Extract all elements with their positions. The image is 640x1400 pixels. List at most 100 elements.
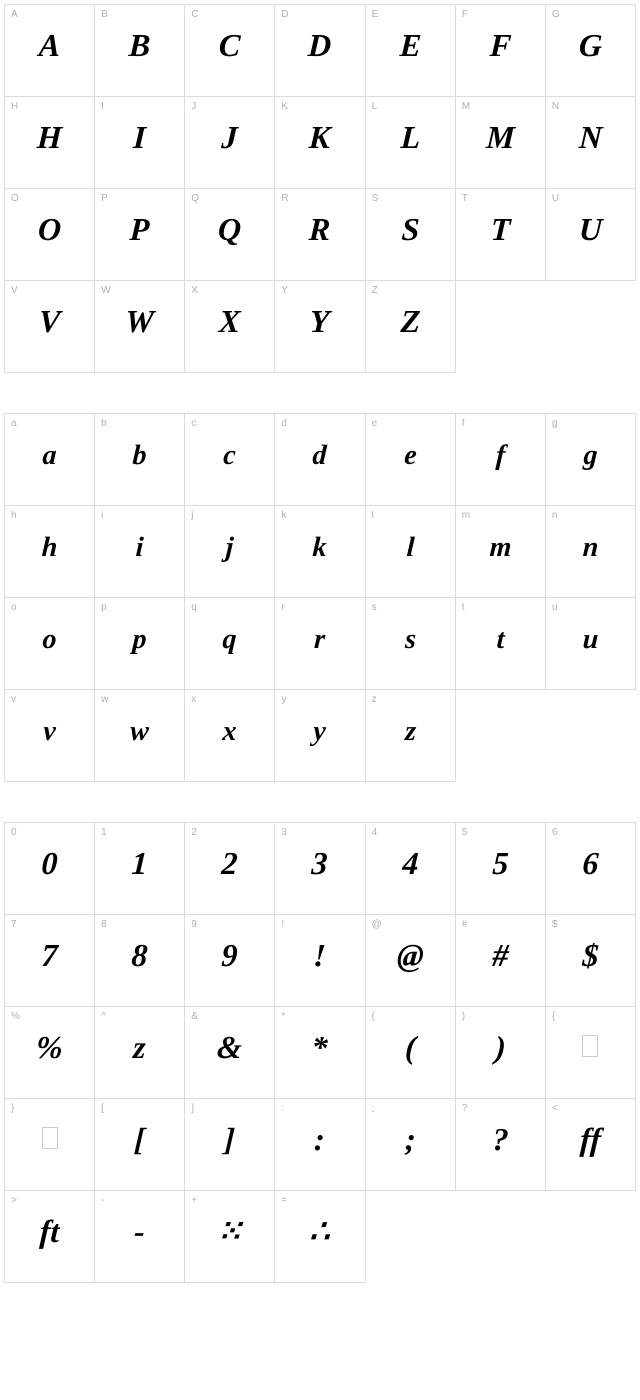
glyph-cell-label: 7 bbox=[11, 919, 17, 930]
glyph-cell-label: $ bbox=[552, 919, 558, 930]
glyph-cell-glyph bbox=[582, 1035, 598, 1057]
glyph-grid: AABBCCDDEEFFGGHHIIJJKKLLMMNNOOPPQQRRSSTT… bbox=[4, 4, 636, 373]
glyph-cell-label: f bbox=[462, 418, 465, 429]
glyph-cell-glyph: L bbox=[365, 121, 456, 153]
glyph-cell-glyph: @ bbox=[365, 939, 456, 971]
glyph-cell-label: i bbox=[101, 510, 103, 521]
glyph-cell-empty bbox=[546, 690, 636, 782]
glyph-cell-label: V bbox=[11, 285, 18, 296]
glyph-cell-label: S bbox=[372, 193, 379, 204]
glyph-cell-glyph: 0 bbox=[4, 847, 95, 879]
glyph-cell: 11 bbox=[95, 823, 185, 915]
glyph-cell: VV bbox=[5, 281, 95, 373]
glyph-cell-label: y bbox=[281, 694, 286, 705]
glyph-cell-glyph: x bbox=[185, 718, 276, 746]
glyph-cell-glyph: 2 bbox=[184, 847, 275, 879]
glyph-cell-label: P bbox=[101, 193, 108, 204]
glyph-cell-glyph: c bbox=[185, 442, 276, 470]
glyph-cell-label: x bbox=[191, 694, 196, 705]
glyph-cell-glyph: m bbox=[455, 534, 546, 562]
glyph-cell: kk bbox=[275, 506, 365, 598]
glyph-cell-label: % bbox=[11, 1011, 20, 1022]
glyph-cell: zz bbox=[366, 690, 456, 782]
glyph-cell: ww bbox=[95, 690, 185, 782]
glyph-cell-label: < bbox=[552, 1103, 558, 1114]
glyph-cell-label: { bbox=[552, 1011, 555, 1022]
glyph-cell-glyph: u bbox=[545, 626, 636, 654]
glyph-cell-empty bbox=[366, 1191, 456, 1283]
glyph-cell-label: - bbox=[101, 1195, 104, 1206]
glyph-cell: KK bbox=[275, 97, 365, 189]
glyph-cell-label: J bbox=[191, 101, 196, 112]
glyph-cell-label: U bbox=[552, 193, 559, 204]
glyph-cell-label: ] bbox=[191, 1103, 194, 1114]
glyph-cell: CC bbox=[185, 5, 275, 97]
glyph-cell-label: ( bbox=[372, 1011, 375, 1022]
glyph-cell-glyph: * bbox=[275, 1031, 366, 1063]
glyph-cell-label: u bbox=[552, 602, 558, 613]
glyph-cell-glyph: # bbox=[455, 939, 546, 971]
glyph-cell-glyph: Y bbox=[275, 305, 366, 337]
glyph-cell-empty bbox=[456, 690, 546, 782]
glyph-cell-glyph: g bbox=[545, 442, 636, 470]
glyph-cell-glyph: 7 bbox=[4, 939, 95, 971]
glyph-cell-label: T bbox=[462, 193, 468, 204]
glyph-cell-label: } bbox=[11, 1103, 14, 1114]
glyph-cell: :: bbox=[275, 1099, 365, 1191]
glyph-cell-glyph: ) bbox=[455, 1031, 546, 1063]
glyph-cell-label: 1 bbox=[101, 827, 107, 838]
glyph-cell-glyph: - bbox=[94, 1215, 185, 1247]
glyph-cell-glyph: z bbox=[365, 718, 456, 746]
glyph-cell: BB bbox=[95, 5, 185, 97]
glyph-cell-glyph: ff bbox=[545, 1123, 636, 1155]
glyph-cell-glyph: d bbox=[275, 442, 366, 470]
glyph-cell-glyph: k bbox=[275, 534, 366, 562]
glyph-cell-glyph: R bbox=[275, 213, 366, 245]
glyph-cell-glyph: f bbox=[455, 442, 546, 470]
glyph-cell-label: l bbox=[372, 510, 374, 521]
glyph-cell: +⁙ bbox=[185, 1191, 275, 1283]
glyph-cell-label: j bbox=[191, 510, 193, 521]
glyph-cell-glyph: 1 bbox=[94, 847, 185, 879]
glyph-cell: MM bbox=[456, 97, 546, 189]
glyph-cell: HH bbox=[5, 97, 95, 189]
glyph-cell-label: w bbox=[101, 694, 108, 705]
glyph-cell-label: n bbox=[552, 510, 558, 521]
glyph-cell-label: @ bbox=[372, 919, 382, 930]
glyph-cell-label: O bbox=[11, 193, 19, 204]
glyph-cell: WW bbox=[95, 281, 185, 373]
glyph-cell-label: e bbox=[372, 418, 378, 429]
glyph-cell-label: ^ bbox=[101, 1011, 106, 1022]
glyph-cell-label: > bbox=[11, 1195, 17, 1206]
glyph-cell-empty bbox=[546, 1191, 636, 1283]
glyph-cell-glyph: P bbox=[94, 213, 185, 245]
glyph-cell-glyph: % bbox=[4, 1031, 95, 1063]
glyph-cell-glyph: r bbox=[275, 626, 366, 654]
glyph-cell: DD bbox=[275, 5, 365, 97]
glyph-cell-label: * bbox=[281, 1011, 285, 1022]
glyph-cell-label: A bbox=[11, 9, 18, 20]
glyph-cell: ff bbox=[456, 414, 546, 506]
glyph-cell: ^z bbox=[95, 1007, 185, 1099]
glyph-cell-glyph: 5 bbox=[455, 847, 546, 879]
glyph-cell-glyph: ∴ bbox=[275, 1215, 366, 1247]
glyph-cell: 00 bbox=[5, 823, 95, 915]
glyph-cell-label: L bbox=[372, 101, 378, 112]
glyph-cell-label: G bbox=[552, 9, 560, 20]
glyph-cell-label: r bbox=[281, 602, 284, 613]
glyph-cell: uu bbox=[546, 598, 636, 690]
glyph-cell-label: ; bbox=[372, 1103, 375, 1114]
glyph-cell-label: R bbox=[281, 193, 288, 204]
glyph-cell-glyph: i bbox=[94, 534, 185, 562]
glyph-cell: tt bbox=[456, 598, 546, 690]
glyph-cell: 88 bbox=[95, 915, 185, 1007]
glyph-cell: PP bbox=[95, 189, 185, 281]
glyph-cell-glyph: e bbox=[365, 442, 456, 470]
glyph-cell: II bbox=[95, 97, 185, 189]
glyph-cell: @@ bbox=[366, 915, 456, 1007]
glyph-cell: oo bbox=[5, 598, 95, 690]
glyph-cell: < ff bbox=[546, 1099, 636, 1191]
glyph-cell: } bbox=[5, 1099, 95, 1191]
glyph-cell: YY bbox=[275, 281, 365, 373]
glyph-cell-label: = bbox=[281, 1195, 287, 1206]
